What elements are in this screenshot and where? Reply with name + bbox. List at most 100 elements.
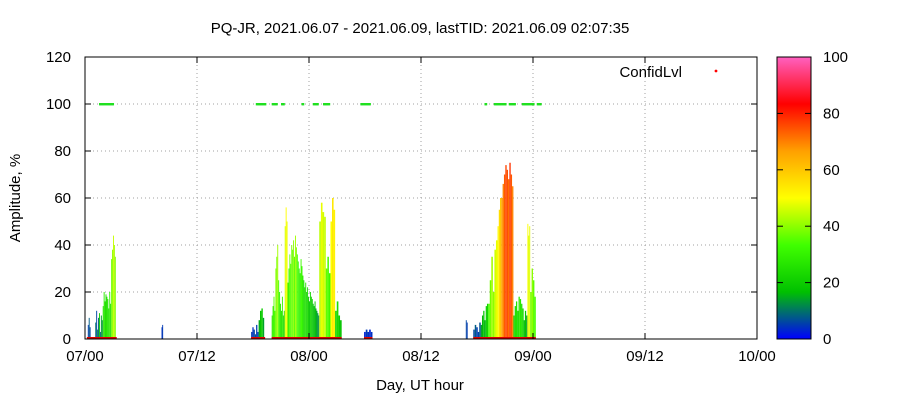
confidence-point bbox=[367, 103, 369, 106]
amplitude-bar bbox=[318, 315, 320, 339]
amplitude-bar bbox=[503, 174, 506, 339]
confidence-point bbox=[365, 103, 368, 106]
confidence-point bbox=[497, 103, 499, 106]
confidence-point bbox=[256, 103, 259, 106]
amplitude-bar bbox=[261, 308, 263, 339]
amplitude-bar bbox=[370, 331, 373, 339]
amplitude-bar bbox=[162, 324, 164, 339]
amplitude-bar bbox=[306, 292, 308, 339]
confidence-point bbox=[484, 103, 487, 106]
amplitude-bar bbox=[99, 313, 100, 339]
amplitude-bar bbox=[283, 310, 285, 339]
confidence-point bbox=[323, 103, 325, 106]
amplitude-bar bbox=[272, 306, 274, 339]
amplitude-bar bbox=[98, 317, 99, 339]
confidence-point bbox=[109, 103, 111, 106]
amplitude-bar bbox=[103, 292, 105, 339]
data-bars bbox=[86, 162, 536, 339]
y-tick-label: 0 bbox=[63, 331, 71, 348]
colorbar-tick-label: 100 bbox=[823, 49, 848, 66]
confidence-point bbox=[538, 103, 541, 106]
amplitude-bar bbox=[505, 165, 507, 339]
confidence-point bbox=[505, 103, 507, 106]
amplitude-bar bbox=[287, 282, 289, 339]
amplitude-bar bbox=[534, 296, 536, 339]
amplitude-bar bbox=[296, 254, 298, 339]
amplitude-bar bbox=[486, 303, 489, 339]
amplitude-bar bbox=[527, 223, 529, 339]
amplitude-bar bbox=[297, 261, 299, 339]
y-axis-label: Amplitude, % bbox=[7, 154, 24, 242]
amplitude-bar bbox=[298, 268, 300, 339]
amplitude-bar bbox=[491, 256, 493, 339]
confidence-point bbox=[259, 103, 261, 106]
y-tick-label: 120 bbox=[46, 49, 71, 66]
amplitude-bar bbox=[257, 331, 259, 339]
confidence-point bbox=[104, 103, 107, 106]
amplitude-bar bbox=[369, 329, 371, 339]
amplitude-bar bbox=[260, 310, 262, 339]
amplitude-bar bbox=[494, 249, 496, 339]
amplitude-bar bbox=[479, 322, 481, 339]
confidence-point bbox=[508, 103, 511, 106]
y-axis-ticks: 0 20 40 60 80 100 120 bbox=[46, 49, 757, 348]
confidence-point bbox=[276, 103, 278, 106]
confidence-point bbox=[527, 103, 529, 106]
amplitude-bar bbox=[320, 202, 323, 339]
amplitude-bar bbox=[506, 169, 509, 339]
y-tick-label: 20 bbox=[54, 284, 71, 301]
confidence-point bbox=[317, 103, 319, 106]
amplitude-bar bbox=[322, 212, 325, 339]
confidence-point bbox=[530, 103, 533, 106]
amplitude-bar bbox=[465, 320, 467, 339]
colorbar-tick-label: 40 bbox=[823, 218, 840, 235]
x-tick-label: 08/00 bbox=[290, 348, 328, 365]
amplitude-bar bbox=[330, 221, 333, 339]
confidence-point bbox=[100, 103, 102, 106]
confidence-point bbox=[537, 103, 540, 106]
confidence-point bbox=[275, 103, 277, 106]
zero-level-marks bbox=[251, 337, 266, 339]
amplitude-bar bbox=[161, 327, 163, 339]
amplitude-bar bbox=[338, 315, 341, 339]
confidence-point bbox=[531, 103, 534, 106]
amplitude-bar bbox=[531, 268, 533, 339]
confidence-point bbox=[503, 103, 506, 106]
amplitude-bar bbox=[508, 179, 510, 339]
x-axis-label: Day, UT hour bbox=[376, 377, 464, 394]
colorbar-ticks: 0 20 40 60 80 100 bbox=[777, 49, 848, 348]
amplitude-bar bbox=[529, 226, 531, 339]
confidence-point bbox=[101, 103, 103, 106]
amplitude-bar bbox=[367, 331, 370, 339]
amplitude-bar bbox=[515, 301, 518, 339]
confidence-point bbox=[500, 103, 503, 106]
confidence-point bbox=[316, 103, 318, 106]
amplitude-bar bbox=[510, 174, 513, 339]
amplitude-bar bbox=[466, 322, 468, 339]
amplitude-bar bbox=[276, 256, 278, 339]
confidence-point bbox=[536, 103, 539, 106]
amplitude-bar bbox=[100, 315, 102, 339]
amplitude-bar bbox=[474, 324, 477, 339]
confidence-point bbox=[485, 103, 488, 106]
amplitude-bar bbox=[282, 315, 284, 339]
legend-marker bbox=[714, 69, 718, 73]
amplitude-bar bbox=[281, 296, 283, 339]
amplitude-bar bbox=[290, 263, 292, 339]
amplitude-bar bbox=[108, 308, 110, 339]
amplitude-bar bbox=[274, 310, 276, 339]
x-tick-label: 07/00 bbox=[66, 348, 104, 365]
amplitude-bar bbox=[476, 327, 478, 339]
amplitude-bar bbox=[307, 287, 309, 339]
amplitude-bar bbox=[512, 186, 514, 339]
amplitude-bar bbox=[308, 296, 309, 339]
amplitude-bar bbox=[295, 235, 296, 339]
zero-level-marks bbox=[271, 337, 342, 339]
x-tick-label: 10/00 bbox=[738, 348, 776, 365]
amplitude-bar bbox=[286, 221, 288, 339]
amplitude-bar bbox=[88, 317, 90, 339]
confidence-point bbox=[528, 103, 531, 106]
amplitude-bar bbox=[96, 310, 98, 339]
amplitude-bar bbox=[485, 306, 487, 339]
amplitude-bar bbox=[89, 327, 91, 339]
